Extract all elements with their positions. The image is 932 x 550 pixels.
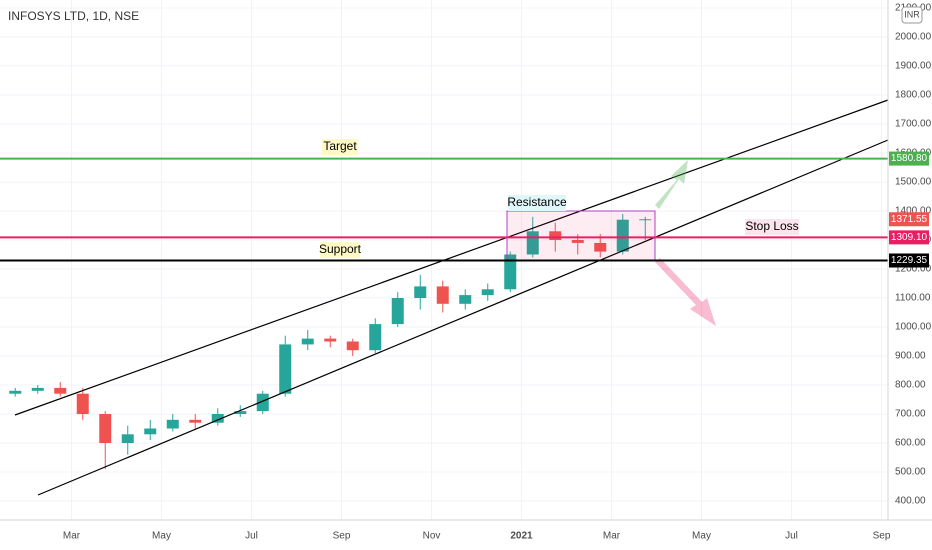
y-tick-label: 2000.00 — [895, 32, 932, 43]
resistance-label: Resistance — [507, 195, 567, 209]
candle-body — [549, 231, 562, 241]
x-tick-label: 2021 — [510, 531, 533, 542]
target-label: Target — [323, 139, 357, 153]
stop-loss-bg — [745, 219, 799, 235]
candle-body — [76, 393, 89, 415]
candle-body — [144, 428, 157, 435]
x-tick-label: Sep — [333, 531, 351, 542]
candle-body — [639, 219, 652, 221]
candle-body — [459, 295, 472, 304]
level-tag — [889, 230, 929, 245]
level-tag-label: 1371.55 — [891, 214, 928, 225]
y-tick-label: 400.00 — [895, 496, 926, 507]
level-tag — [889, 253, 929, 268]
candle-body — [301, 338, 314, 345]
level-tag-label: 1229.35 — [891, 255, 928, 266]
level-tag-label: 1309.10 — [891, 232, 928, 243]
candle-body — [414, 286, 427, 299]
level-tag-label: 1580.80 — [891, 153, 928, 164]
resistance-bg — [508, 195, 566, 211]
candle-body — [99, 414, 112, 444]
y-tick-label: 1400.00 — [895, 206, 932, 217]
candle-body — [211, 414, 224, 423]
y-tick-label: 1500.00 — [895, 177, 932, 188]
y-tick-label: 1700.00 — [895, 119, 932, 130]
upper-trendline — [14, 99, 889, 416]
candle-body — [616, 219, 629, 252]
candle-body — [189, 419, 202, 423]
range-box — [506, 210, 656, 261]
y-tick-label: 800.00 — [895, 380, 926, 391]
x-tick-label: Jul — [245, 531, 258, 542]
up-arrow — [655, 160, 688, 209]
x-tick-label: Sep — [873, 531, 891, 542]
y-tick-label: 1900.00 — [895, 61, 932, 72]
candle-body — [571, 240, 584, 243]
y-tick-label: 900.00 — [895, 351, 926, 362]
candle-body — [279, 344, 292, 394]
candle-body — [436, 286, 449, 304]
axes: 400.00 500.00 600.00 700.00 800.00 900.00 1000… — [63, 3, 932, 542]
x-tick-label: Jul — [785, 531, 798, 542]
candle-body — [9, 390, 22, 394]
y-tick-label: 600.00 — [895, 438, 926, 449]
support-bg — [320, 242, 360, 258]
level-tag — [889, 212, 929, 227]
support-label: Support — [319, 242, 362, 256]
candles — [9, 213, 652, 470]
lower-trendline — [37, 139, 889, 496]
candle-body — [369, 324, 382, 351]
candle-body — [121, 434, 134, 444]
currency-button[interactable] — [901, 6, 923, 24]
y-tick-label: 1100.00 — [895, 293, 931, 304]
x-tick-label: Mar — [603, 531, 621, 542]
y-tick-label: 1000.00 — [895, 322, 932, 333]
chart-title: INFOSYS LTD, 1D, NSE — [8, 9, 139, 23]
x-tick-label: May — [692, 531, 711, 542]
levels — [0, 157, 888, 262]
candle-body — [504, 254, 517, 290]
x-tick-label: Mar — [63, 531, 81, 542]
candle-body — [324, 338, 337, 342]
target-bg — [322, 139, 358, 155]
x-tick-label: Nov — [423, 531, 441, 542]
y-tick-label: 500.00 — [895, 467, 926, 478]
candle-body — [166, 419, 179, 429]
y-tick-label: 700.00 — [895, 409, 926, 420]
candle-body — [256, 393, 269, 412]
candle-body — [481, 289, 494, 296]
stop-loss-label: Stop Loss — [745, 219, 798, 233]
level-tag — [889, 151, 929, 166]
candle-body — [594, 242, 607, 252]
candle-body — [31, 387, 44, 391]
y-tick-label: 1200.00 — [895, 264, 932, 275]
candle-body — [346, 341, 359, 351]
down-arrow — [655, 258, 716, 326]
currency-label[interactable]: INR — [904, 9, 920, 19]
y-tick-label: 1800.00 — [895, 90, 932, 101]
candle-body — [391, 298, 404, 325]
candle-body — [234, 411, 247, 415]
candle-body — [54, 387, 67, 394]
x-tick-label: May — [152, 531, 171, 542]
